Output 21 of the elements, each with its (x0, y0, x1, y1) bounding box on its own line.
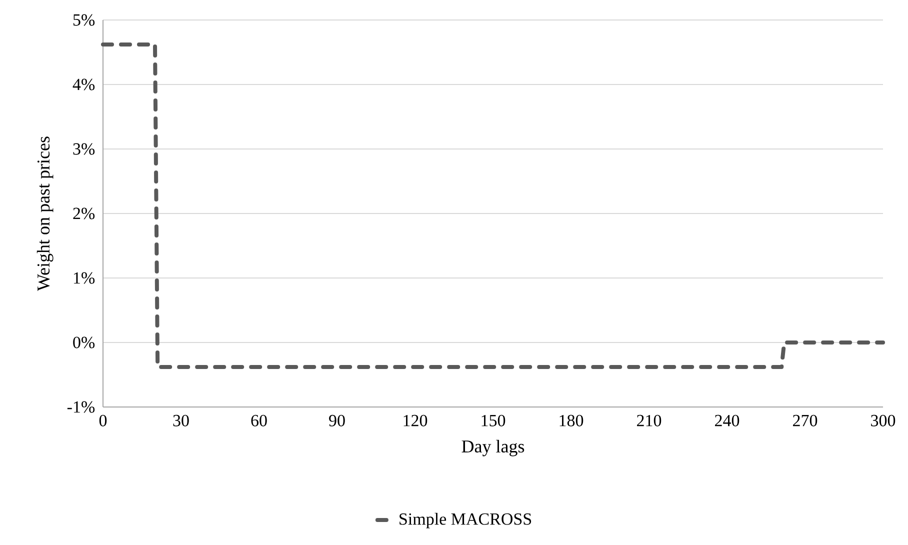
y-axis-title: Weight on past prices (36, 136, 54, 291)
x-tick-label: 60 (251, 414, 267, 426)
y-tick-label: 1% (74, 272, 95, 284)
y-tick-label: 0% (73, 336, 95, 348)
y-tick-label: 3% (73, 143, 95, 155)
x-tick-label: 300 (871, 414, 896, 426)
x-tick-label: 90 (329, 414, 345, 426)
x-axis-title: Day lags (462, 440, 524, 456)
y-tick-label: 2% (73, 208, 95, 220)
x-tick-label: 150 (482, 414, 506, 426)
x-tick-label: 270 (793, 414, 818, 426)
x-tick-label: 30 (173, 414, 189, 426)
x-tick-label: 240 (715, 414, 740, 426)
x-tick-label: 120 (404, 414, 428, 426)
y-tick-label: -1% (67, 401, 95, 413)
x-tick-label: 180 (560, 414, 584, 426)
x-tick-label: 210 (637, 414, 662, 426)
y-tick-label: 5% (73, 14, 95, 26)
legend-label: Simple MACROSS (400, 512, 532, 528)
y-tick-label: 4% (72, 78, 95, 90)
x-tick-label: 0 (99, 414, 107, 426)
